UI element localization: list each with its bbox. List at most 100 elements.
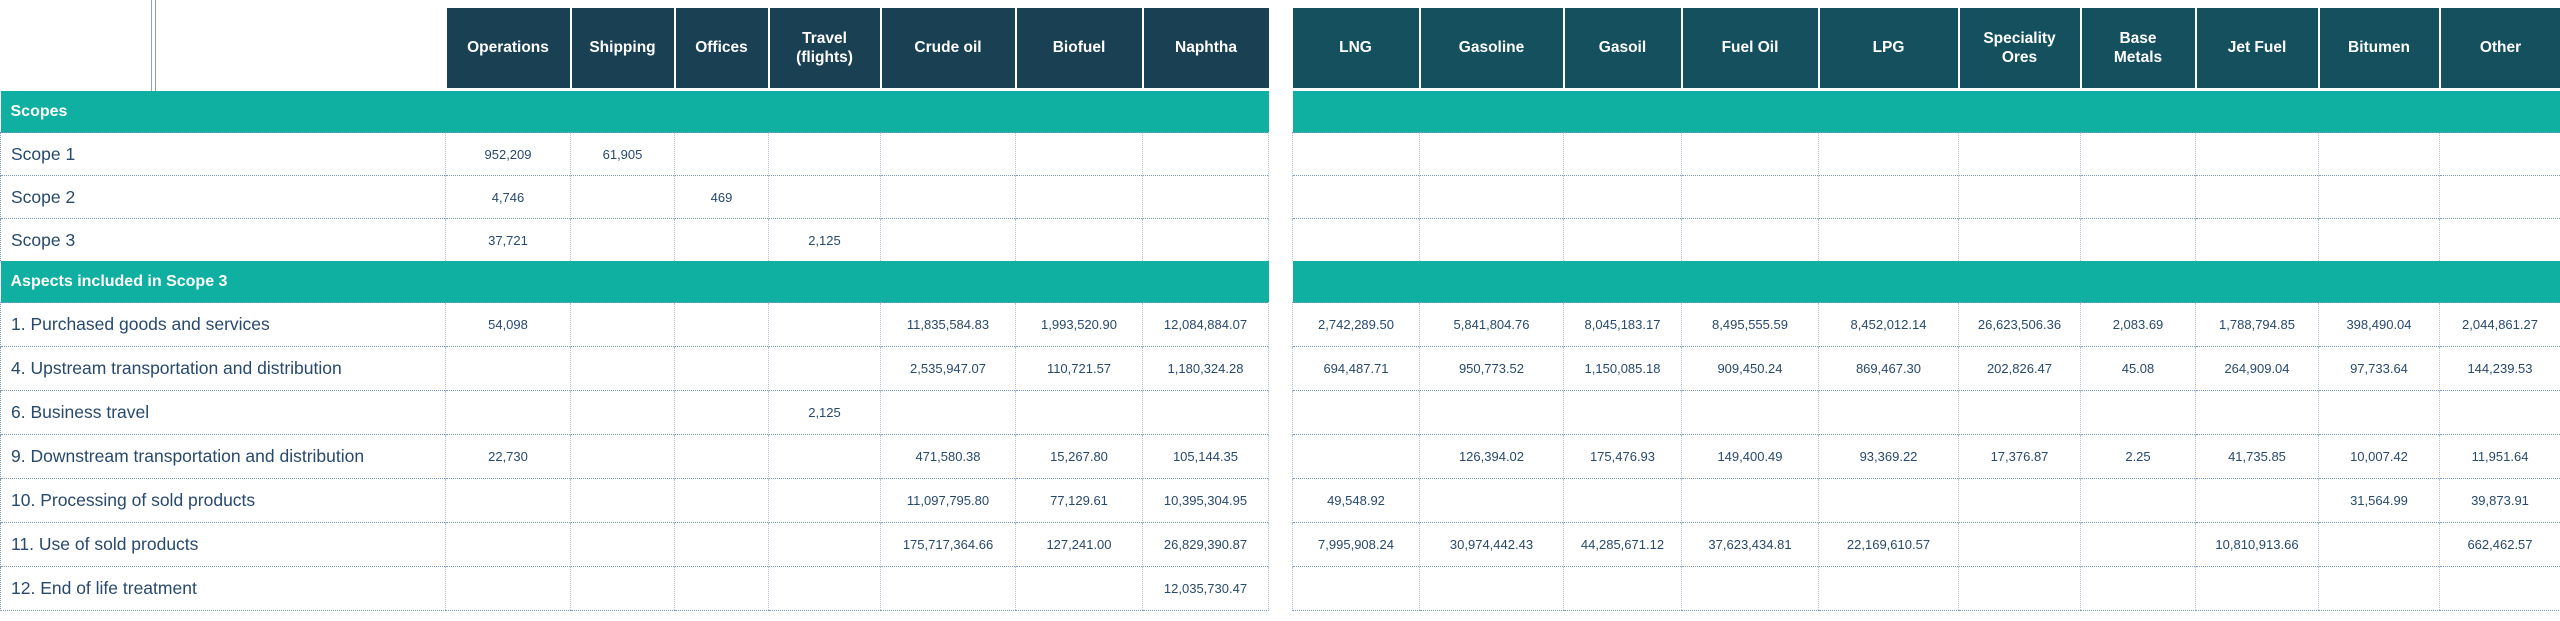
data-cell[interactable] xyxy=(1681,390,1819,435)
data-cell[interactable] xyxy=(1142,390,1269,435)
data-cell[interactable] xyxy=(2080,478,2196,523)
data-cell[interactable] xyxy=(1419,478,1564,523)
data-cell[interactable]: 37,721 xyxy=(445,218,571,261)
data-cell[interactable] xyxy=(2195,175,2319,219)
data-cell[interactable] xyxy=(1681,132,1819,176)
data-cell[interactable]: 264,909.04 xyxy=(2195,346,2319,391)
data-cell[interactable]: 1,788,794.85 xyxy=(2195,302,2319,347)
data-cell[interactable] xyxy=(1818,390,1959,435)
data-cell[interactable]: 2,044,861.27 xyxy=(2439,302,2560,347)
data-cell[interactable]: 909,450.24 xyxy=(1681,346,1819,391)
data-cell[interactable] xyxy=(1292,218,1420,261)
data-cell[interactable] xyxy=(2439,566,2560,611)
data-cell[interactable] xyxy=(1419,566,1564,611)
data-cell[interactable]: 41,735.85 xyxy=(2195,434,2319,479)
data-cell[interactable] xyxy=(1015,132,1143,176)
data-cell[interactable] xyxy=(570,218,675,261)
data-cell[interactable] xyxy=(570,522,675,567)
data-cell[interactable] xyxy=(2080,566,2196,611)
data-cell[interactable] xyxy=(1958,522,2081,567)
data-cell[interactable]: 471,580.38 xyxy=(880,434,1016,479)
data-cell[interactable] xyxy=(1563,478,1682,523)
data-cell[interactable] xyxy=(1292,390,1420,435)
section-band-scopes-continued[interactable] xyxy=(1292,89,2560,133)
data-cell[interactable]: 175,717,364.66 xyxy=(880,522,1016,567)
column-header-offices[interactable]: Offices xyxy=(673,8,769,91)
row-label[interactable]: 6. Business travel xyxy=(0,390,446,435)
data-cell[interactable]: 26,623,506.36 xyxy=(1958,302,2081,347)
data-cell[interactable] xyxy=(2195,132,2319,176)
data-cell[interactable] xyxy=(674,346,769,391)
data-cell[interactable]: 10,395,304.95 xyxy=(1142,478,1269,523)
data-cell[interactable] xyxy=(1958,218,2081,261)
data-cell[interactable] xyxy=(1818,566,1959,611)
data-cell[interactable]: 2,125 xyxy=(768,218,881,261)
data-cell[interactable] xyxy=(1292,175,1420,219)
data-cell[interactable] xyxy=(445,566,571,611)
data-cell[interactable] xyxy=(1292,132,1420,176)
data-cell[interactable] xyxy=(880,132,1016,176)
data-cell[interactable]: 26,829,390.87 xyxy=(1142,522,1269,567)
data-cell[interactable]: 950,773.52 xyxy=(1419,346,1564,391)
data-cell[interactable] xyxy=(674,132,769,176)
data-cell[interactable] xyxy=(1419,175,1564,219)
data-cell[interactable]: 694,487.71 xyxy=(1292,346,1420,391)
data-cell[interactable]: 662,462.57 xyxy=(2439,522,2560,567)
data-cell[interactable]: 30,974,442.43 xyxy=(1419,522,1564,567)
data-cell[interactable]: 1,150,085.18 xyxy=(1563,346,1682,391)
data-cell[interactable] xyxy=(1015,566,1143,611)
data-cell[interactable]: 22,169,610.57 xyxy=(1818,522,1959,567)
data-cell[interactable] xyxy=(768,132,881,176)
data-cell[interactable] xyxy=(1015,390,1143,435)
data-cell[interactable]: 22,730 xyxy=(445,434,571,479)
data-cell[interactable]: 93,369.22 xyxy=(1818,434,1959,479)
row-label[interactable]: Scope 3 xyxy=(0,218,446,261)
column-header-biofuel[interactable]: Biofuel xyxy=(1014,8,1143,91)
data-cell[interactable] xyxy=(1563,175,1682,219)
data-cell[interactable]: 37,623,434.81 xyxy=(1681,522,1819,567)
data-cell[interactable] xyxy=(768,478,881,523)
data-cell[interactable] xyxy=(1142,218,1269,261)
data-cell[interactable] xyxy=(570,390,675,435)
data-cell[interactable] xyxy=(880,566,1016,611)
data-cell[interactable]: 15,267.80 xyxy=(1015,434,1143,479)
section-band-aspects-included-in-scope-3-continued[interactable] xyxy=(1292,261,2560,303)
data-cell[interactable]: 2,083.69 xyxy=(2080,302,2196,347)
data-cell[interactable] xyxy=(2439,218,2560,261)
data-cell[interactable] xyxy=(2195,566,2319,611)
data-cell[interactable]: 398,490.04 xyxy=(2318,302,2440,347)
data-cell[interactable] xyxy=(2318,132,2440,176)
data-cell[interactable]: 105,144.35 xyxy=(1142,434,1269,479)
data-cell[interactable] xyxy=(768,175,881,219)
data-cell[interactable] xyxy=(1015,218,1143,261)
data-cell[interactable] xyxy=(2080,390,2196,435)
column-header-shipping[interactable]: Shipping xyxy=(569,8,675,91)
data-cell[interactable] xyxy=(1681,566,1819,611)
data-cell[interactable]: 202,826.47 xyxy=(1958,346,2081,391)
data-cell[interactable] xyxy=(2080,175,2196,219)
data-cell[interactable] xyxy=(2080,218,2196,261)
data-cell[interactable] xyxy=(2318,175,2440,219)
data-cell[interactable] xyxy=(570,566,675,611)
data-cell[interactable]: 31,564.99 xyxy=(2318,478,2440,523)
data-cell[interactable] xyxy=(2318,390,2440,435)
data-cell[interactable] xyxy=(445,346,571,391)
data-cell[interactable] xyxy=(674,434,769,479)
data-cell[interactable] xyxy=(1563,566,1682,611)
data-cell[interactable] xyxy=(1818,478,1959,523)
data-cell[interactable] xyxy=(880,390,1016,435)
data-cell[interactable] xyxy=(1818,175,1959,219)
data-cell[interactable] xyxy=(1818,218,1959,261)
data-cell[interactable]: 869,467.30 xyxy=(1818,346,1959,391)
data-cell[interactable] xyxy=(1419,132,1564,176)
data-cell[interactable] xyxy=(2439,390,2560,435)
data-cell[interactable]: 11,835,584.83 xyxy=(880,302,1016,347)
data-cell[interactable] xyxy=(674,522,769,567)
data-cell[interactable]: 11,097,795.80 xyxy=(880,478,1016,523)
data-cell[interactable]: 12,035,730.47 xyxy=(1142,566,1269,611)
data-cell[interactable] xyxy=(1681,218,1819,261)
data-cell[interactable]: 2,535,947.07 xyxy=(880,346,1016,391)
data-cell[interactable]: 7,995,908.24 xyxy=(1292,522,1420,567)
data-cell[interactable]: 49,548.92 xyxy=(1292,478,1420,523)
data-cell[interactable] xyxy=(1958,175,2081,219)
